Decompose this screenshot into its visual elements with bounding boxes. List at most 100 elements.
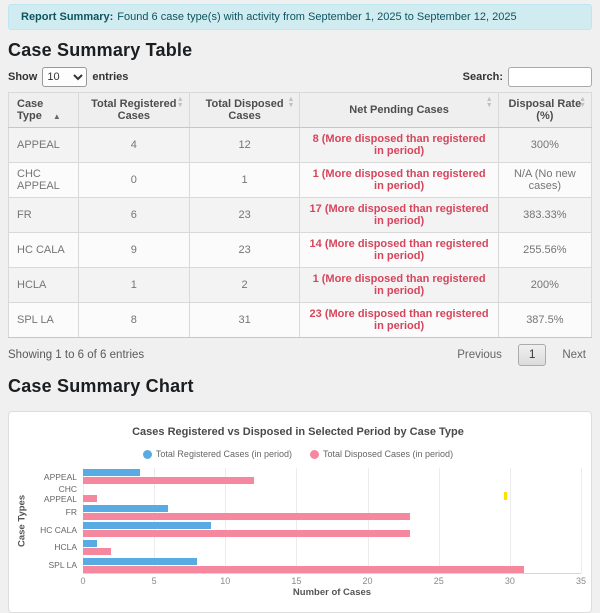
legend-item[interactable]: Total Registered Cases (in period) [143, 449, 292, 459]
case-summary-table: Case Type ▲ Total Registered Cases ▲▼ To… [8, 92, 592, 338]
column-header-pending[interactable]: Net Pending Cases ▲▼ [300, 93, 498, 128]
sort-both-icon: ▲▼ [579, 97, 586, 109]
category-label: HC CALA [29, 521, 83, 539]
bar[interactable] [83, 469, 140, 476]
bar-chart-plot-area [83, 468, 581, 574]
gridline [581, 468, 582, 573]
sort-asc-icon: ▲ [53, 112, 61, 121]
cell-disposed: 1 [189, 163, 300, 198]
cell-pending: 1 (More disposed than registered in peri… [300, 163, 498, 198]
bar[interactable] [83, 548, 111, 555]
bar[interactable] [83, 522, 211, 529]
search-label: Search: [463, 71, 503, 83]
search-control: Search: [463, 67, 592, 87]
cell-case-type: HC CALA [9, 233, 79, 268]
column-header-rate[interactable]: Disposal Rate (%) ▲▼ [498, 93, 591, 128]
table-row: HCLA 1 2 1 (More disposed than registere… [9, 268, 592, 303]
bar[interactable] [83, 477, 254, 484]
x-tick-label: 20 [363, 576, 373, 586]
bar-group [83, 539, 581, 557]
table-row: SPL LA 8 31 23 (More disposed than regis… [9, 303, 592, 338]
cell-pending: 1 (More disposed than registered in peri… [300, 268, 498, 303]
x-tick-label: 10 [220, 576, 230, 586]
cell-registered: 9 [78, 233, 189, 268]
x-tick-label: 35 [576, 576, 586, 586]
bar-group [83, 521, 581, 539]
y-axis-title: Case Types [15, 468, 29, 574]
table-section-title: Case Summary Table [8, 40, 592, 61]
page-length-control: Show 10 entries [8, 67, 128, 87]
cell-registered: 4 [78, 128, 189, 163]
category-axis-labels: APPEALCHC APPEALFRHC CALAHCLASPL LA [29, 468, 83, 574]
cell-case-type: FR [9, 198, 79, 233]
category-label: APPEAL [29, 468, 83, 486]
previous-page-button[interactable]: Previous [451, 345, 508, 365]
column-header-case-type[interactable]: Case Type ▲ [9, 93, 79, 128]
legend-label: Total Registered Cases (in period) [156, 449, 292, 459]
cell-disposed: 23 [189, 233, 300, 268]
cell-rate: N/A (No new cases) [498, 163, 591, 198]
bar[interactable] [83, 558, 197, 565]
cell-registered: 8 [78, 303, 189, 338]
cell-rate: 387.5% [498, 303, 591, 338]
chart-card: Cases Registered vs Disposed in Selected… [8, 411, 592, 613]
chart-body: Case Types APPEALCHC APPEALFRHC CALAHCLA… [15, 468, 581, 598]
cell-rate: 255.56% [498, 233, 591, 268]
x-tick-label: 0 [80, 576, 85, 586]
report-summary-banner: Report Summary: Found 6 case type(s) with… [8, 4, 592, 30]
bar-group [83, 556, 581, 574]
sort-both-icon: ▲▼ [288, 97, 295, 109]
x-tick-label: 25 [434, 576, 444, 586]
cell-disposed: 12 [189, 128, 300, 163]
cell-pending: 14 (More disposed than registered in per… [300, 233, 498, 268]
x-axis-tick-labels: 05101520253035 [83, 574, 581, 587]
cell-disposed: 23 [189, 198, 300, 233]
chart-legend: Total Registered Cases (in period) Total … [15, 449, 581, 459]
cell-pending: 23 (More disposed than registered in per… [300, 303, 498, 338]
legend-dot-icon [310, 450, 319, 459]
cell-rate: 383.33% [498, 198, 591, 233]
table-row: CHC APPEAL 0 1 1 (More disposed than reg… [9, 163, 592, 198]
cell-case-type: SPL LA [9, 303, 79, 338]
bar[interactable] [83, 540, 97, 547]
table-controls: Show 10 entries Search: [8, 67, 592, 87]
cell-registered: 6 [78, 198, 189, 233]
banner-text: Found 6 case type(s) with activity from … [117, 11, 516, 23]
sort-both-icon: ▲▼ [177, 97, 184, 109]
x-tick-label: 5 [152, 576, 157, 586]
current-page-button[interactable]: 1 [518, 344, 546, 366]
table-footer: Showing 1 to 6 of 6 entries Previous 1 N… [8, 344, 592, 366]
show-label: Show [8, 71, 37, 83]
bar[interactable] [83, 505, 168, 512]
search-input[interactable] [508, 67, 592, 87]
chart-title: Cases Registered vs Disposed in Selected… [15, 426, 581, 438]
bar[interactable] [83, 566, 524, 573]
bar[interactable] [83, 495, 97, 502]
bar[interactable] [83, 513, 410, 520]
cell-pending: 17 (More disposed than registered in per… [300, 198, 498, 233]
legend-label: Total Disposed Cases (in period) [323, 449, 453, 459]
cell-registered: 0 [78, 163, 189, 198]
cell-rate: 200% [498, 268, 591, 303]
page-length-select[interactable]: 10 [42, 67, 87, 87]
table-row: APPEAL 4 12 8 (More disposed than regist… [9, 128, 592, 163]
bar[interactable] [83, 530, 410, 537]
x-axis-title: Number of Cases [83, 587, 581, 598]
legend-item[interactable]: Total Disposed Cases (in period) [310, 449, 453, 459]
column-header-registered[interactable]: Total Registered Cases ▲▼ [78, 93, 189, 128]
chart-section-title: Case Summary Chart [8, 376, 592, 397]
entries-label: entries [92, 71, 128, 83]
cell-case-type: HCLA [9, 268, 79, 303]
banner-label: Report Summary: [21, 11, 113, 23]
cell-rate: 300% [498, 128, 591, 163]
sort-both-icon: ▲▼ [486, 97, 493, 109]
next-page-button[interactable]: Next [556, 345, 592, 365]
table-info-text: Showing 1 to 6 of 6 entries [8, 349, 144, 361]
category-label: SPL LA [29, 556, 83, 574]
x-tick-label: 15 [291, 576, 301, 586]
column-header-disposed[interactable]: Total Disposed Cases ▲▼ [189, 93, 300, 128]
stray-yellow-cursor-artifact [504, 492, 507, 500]
category-label: FR [29, 503, 83, 521]
cell-disposed: 31 [189, 303, 300, 338]
table-row: FR 6 23 17 (More disposed than registere… [9, 198, 592, 233]
